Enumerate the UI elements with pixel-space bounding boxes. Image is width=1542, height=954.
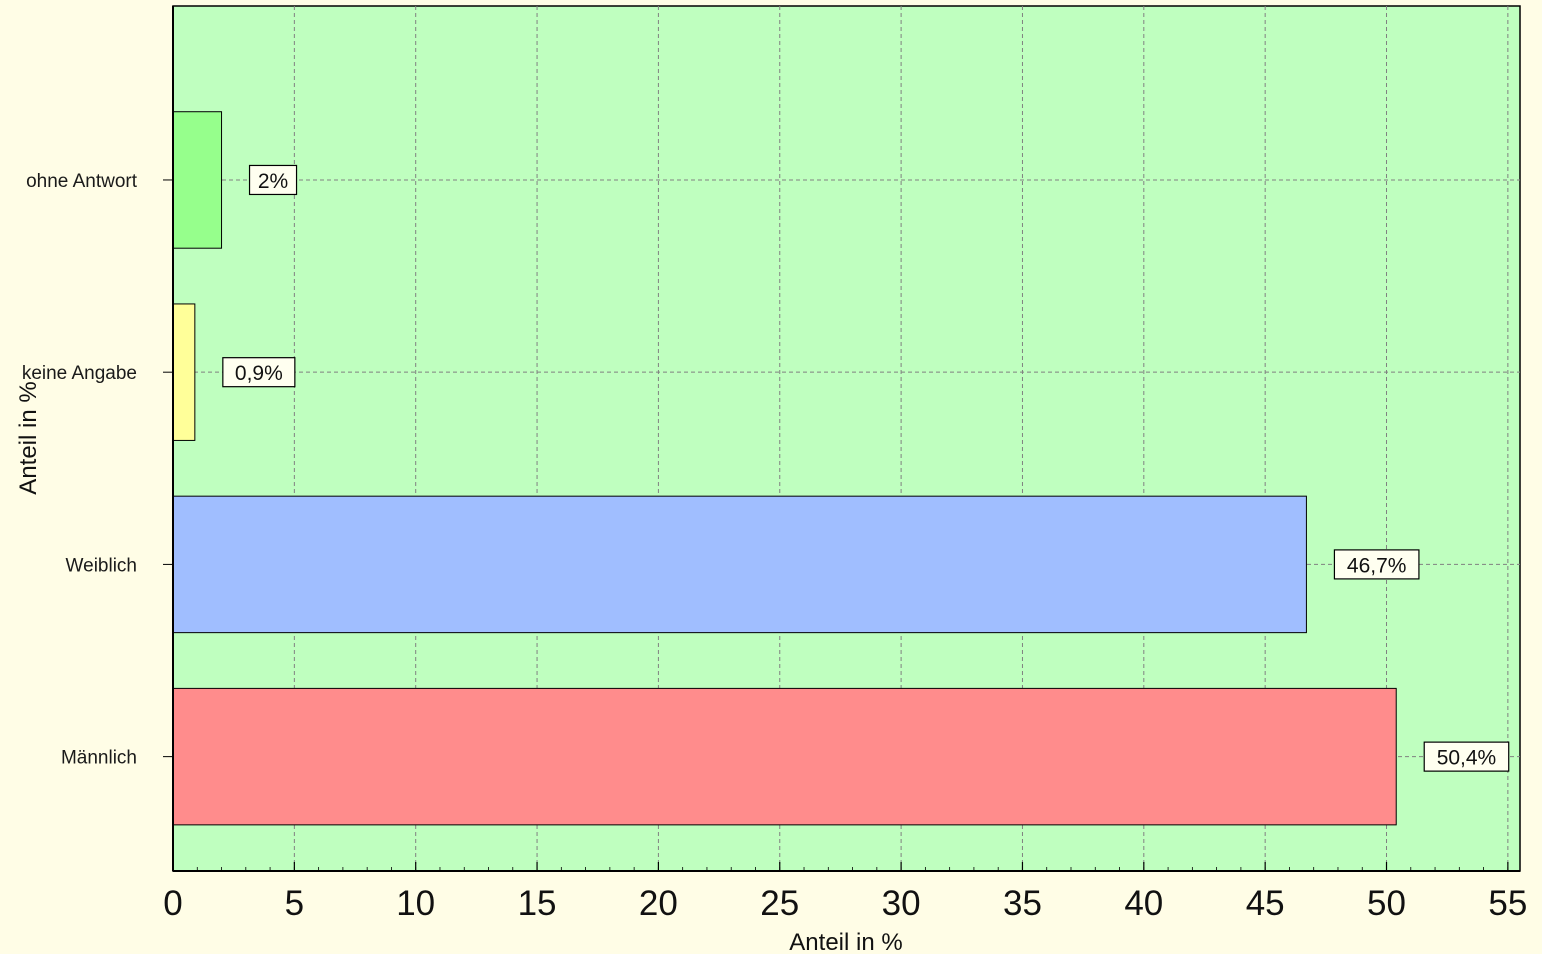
data-label: 46,7% [1347, 554, 1407, 577]
bar [172, 303, 196, 441]
data-label: 2% [258, 170, 288, 193]
category-label: Männlich [61, 748, 137, 769]
x-tick-label: 40 [1124, 884, 1163, 923]
x-tick-label: 35 [1003, 884, 1042, 923]
x-tick-label: 0 [163, 884, 182, 923]
data-label: 0,9% [235, 362, 283, 385]
data-label-box [1333, 549, 1420, 580]
bar [172, 687, 1397, 826]
x-tick-label: 20 [639, 884, 678, 923]
x-tick-label: 5 [285, 884, 304, 923]
data-label-box [222, 357, 296, 388]
y-axis-title: Anteil in % [15, 381, 42, 494]
x-tick-label: 50 [1367, 884, 1406, 923]
x-tick-label: 15 [518, 884, 557, 923]
x-tick-label: 45 [1246, 884, 1285, 923]
x-tick-label: 10 [396, 884, 435, 923]
bars [172, 111, 1397, 826]
category-label: Weiblich [66, 555, 137, 576]
bar [172, 111, 223, 249]
x-axis-title: Anteil in % [789, 929, 902, 954]
data-label: 50,4% [1437, 747, 1497, 770]
y-axis: Männlich Weiblich keine Angabe ohne Antwort [22, 171, 173, 769]
x-tick-label: 30 [882, 884, 921, 923]
bar [172, 495, 1307, 634]
data-label-box [1423, 741, 1510, 772]
data-label-box [248, 164, 298, 196]
category-label: ohne Antwort [26, 171, 138, 192]
x-tick-label: 25 [760, 884, 799, 923]
x-tick-label: 55 [1488, 884, 1527, 923]
data-labels: 50,4% 46,7% 0,9% 2% [222, 164, 1510, 772]
category-label: keine Angabe [22, 363, 137, 384]
